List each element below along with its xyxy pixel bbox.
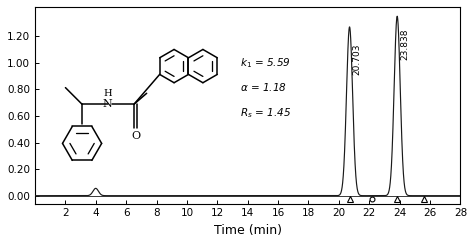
Text: 20.703: 20.703	[352, 44, 361, 75]
Text: $k_1$ = 5.59: $k_1$ = 5.59	[240, 56, 291, 70]
Text: 23.838: 23.838	[400, 29, 409, 60]
X-axis label: Time (min): Time (min)	[214, 224, 282, 237]
Text: $\alpha$ = 1.18: $\alpha$ = 1.18	[240, 81, 287, 93]
Text: $R_s$ = 1.45: $R_s$ = 1.45	[240, 107, 291, 121]
